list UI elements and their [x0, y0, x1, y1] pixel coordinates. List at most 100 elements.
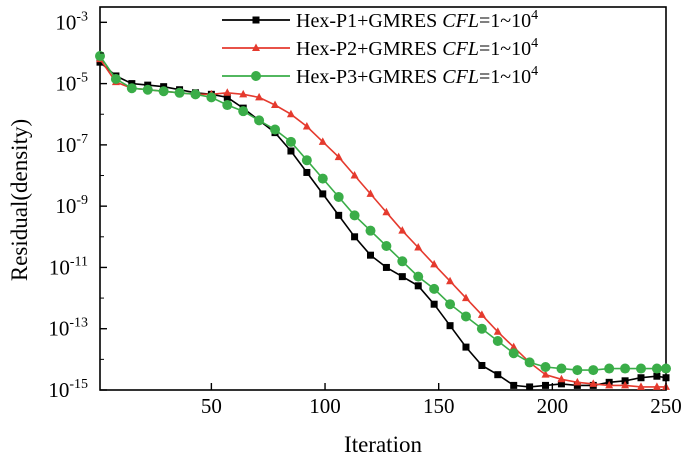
legend-item-1: Hex-P1+GMRES CFL=1~104	[222, 8, 538, 32]
axis-layer: 50 100 150 200 250 10-3 10-5 10-7 10-9 10-11 10-13…	[48, 9, 681, 418]
data-point	[95, 51, 105, 62]
y-tick-label: 10-3	[55, 9, 88, 34]
x-tick-label: 200	[537, 394, 569, 418]
y-tick-label: 10-15	[48, 377, 88, 402]
data-point	[620, 363, 631, 374]
data-point	[223, 88, 232, 96]
data-point	[238, 106, 249, 117]
data-point	[285, 136, 296, 147]
data-point	[446, 276, 455, 285]
legend-marker	[252, 16, 260, 24]
data-point	[302, 121, 311, 130]
data-point	[557, 380, 565, 388]
data-point	[190, 89, 201, 100]
data-point	[303, 168, 311, 176]
data-point	[349, 210, 360, 221]
legend-label: Hex-P3+GMRES CFL=1~104	[296, 64, 538, 88]
data-point	[350, 171, 359, 179]
data-point	[605, 380, 614, 389]
data-point	[476, 323, 487, 334]
data-point	[287, 147, 295, 155]
data-point	[255, 92, 264, 101]
data-point	[494, 371, 502, 379]
data-point	[96, 58, 104, 66]
y-tick-label: 10-9	[55, 193, 88, 218]
x-tick-label: 150	[423, 394, 455, 418]
data-point	[366, 251, 374, 259]
series-line	[99, 55, 666, 371]
data-point	[351, 233, 359, 241]
data-point	[556, 363, 567, 374]
y-tick-label: 10-13	[48, 316, 88, 341]
data-point	[662, 374, 670, 382]
legend: Hex-P1+GMRES CFL=1~104 Hex-P2+GMRES CFL=1…	[222, 8, 538, 88]
data-point	[652, 382, 661, 390]
data-point	[398, 226, 407, 234]
legend-label: Hex-P1+GMRES CFL=1~104	[296, 8, 538, 32]
legend-marker	[252, 43, 260, 51]
data-point	[271, 100, 280, 109]
data-point	[430, 259, 439, 268]
data-point	[366, 189, 375, 197]
data-point	[381, 240, 392, 251]
series-1	[96, 58, 670, 391]
data-point	[414, 243, 423, 251]
data-point	[509, 342, 518, 351]
data-point	[541, 370, 550, 378]
data-point	[413, 271, 424, 282]
plot-frame	[99, 6, 667, 391]
data-point	[445, 299, 456, 310]
legend-label: Hex-P2+GMRES CFL=1~104	[296, 36, 538, 60]
data-point	[335, 211, 343, 219]
data-point	[126, 83, 137, 94]
data-point	[158, 86, 169, 97]
data-point	[382, 263, 390, 271]
data-point	[461, 293, 470, 302]
data-point	[510, 381, 518, 389]
data-point	[206, 92, 217, 103]
data-point	[318, 137, 327, 145]
x-tick-label: 50	[201, 394, 222, 418]
data-point	[542, 381, 550, 389]
data-point	[222, 100, 233, 111]
x-tick-label: 100	[309, 394, 341, 418]
data-point	[142, 84, 153, 95]
data-point	[319, 190, 327, 198]
y-tick-label: 10-5	[55, 71, 88, 96]
data-point	[524, 357, 535, 368]
data-point	[573, 377, 582, 386]
data-point	[110, 74, 121, 85]
data-point	[270, 124, 281, 135]
series-3	[95, 51, 671, 376]
data-point	[254, 115, 265, 126]
data-point	[460, 311, 471, 322]
data-point	[446, 322, 454, 330]
data-point	[239, 89, 248, 98]
data-point	[540, 362, 551, 373]
data-point	[573, 381, 581, 389]
data-point	[333, 191, 344, 202]
x-tick-label: 250	[650, 394, 682, 418]
y-tick-label: 10-7	[55, 132, 88, 157]
y-axis-title: Residual(density)	[7, 119, 32, 281]
legend-marker	[251, 71, 261, 81]
series-line	[99, 61, 667, 388]
data-point	[414, 282, 422, 290]
data-point	[589, 379, 598, 387]
data-point	[174, 87, 185, 98]
data-point	[651, 363, 662, 374]
legend-item-3: Hex-P3+GMRES CFL=1~104	[222, 64, 538, 88]
data-point	[572, 365, 583, 376]
y-tick-label: 10-11	[49, 254, 88, 279]
data-point	[526, 383, 534, 391]
data-point	[223, 93, 231, 101]
data-point	[636, 382, 645, 390]
data-point	[430, 300, 438, 308]
data-point	[334, 152, 343, 161]
data-point	[493, 327, 502, 335]
data-point	[637, 374, 645, 382]
data-point	[317, 173, 328, 184]
data-point	[382, 207, 391, 216]
legend-item-2: Hex-P2+GMRES CFL=1~104	[222, 36, 538, 60]
